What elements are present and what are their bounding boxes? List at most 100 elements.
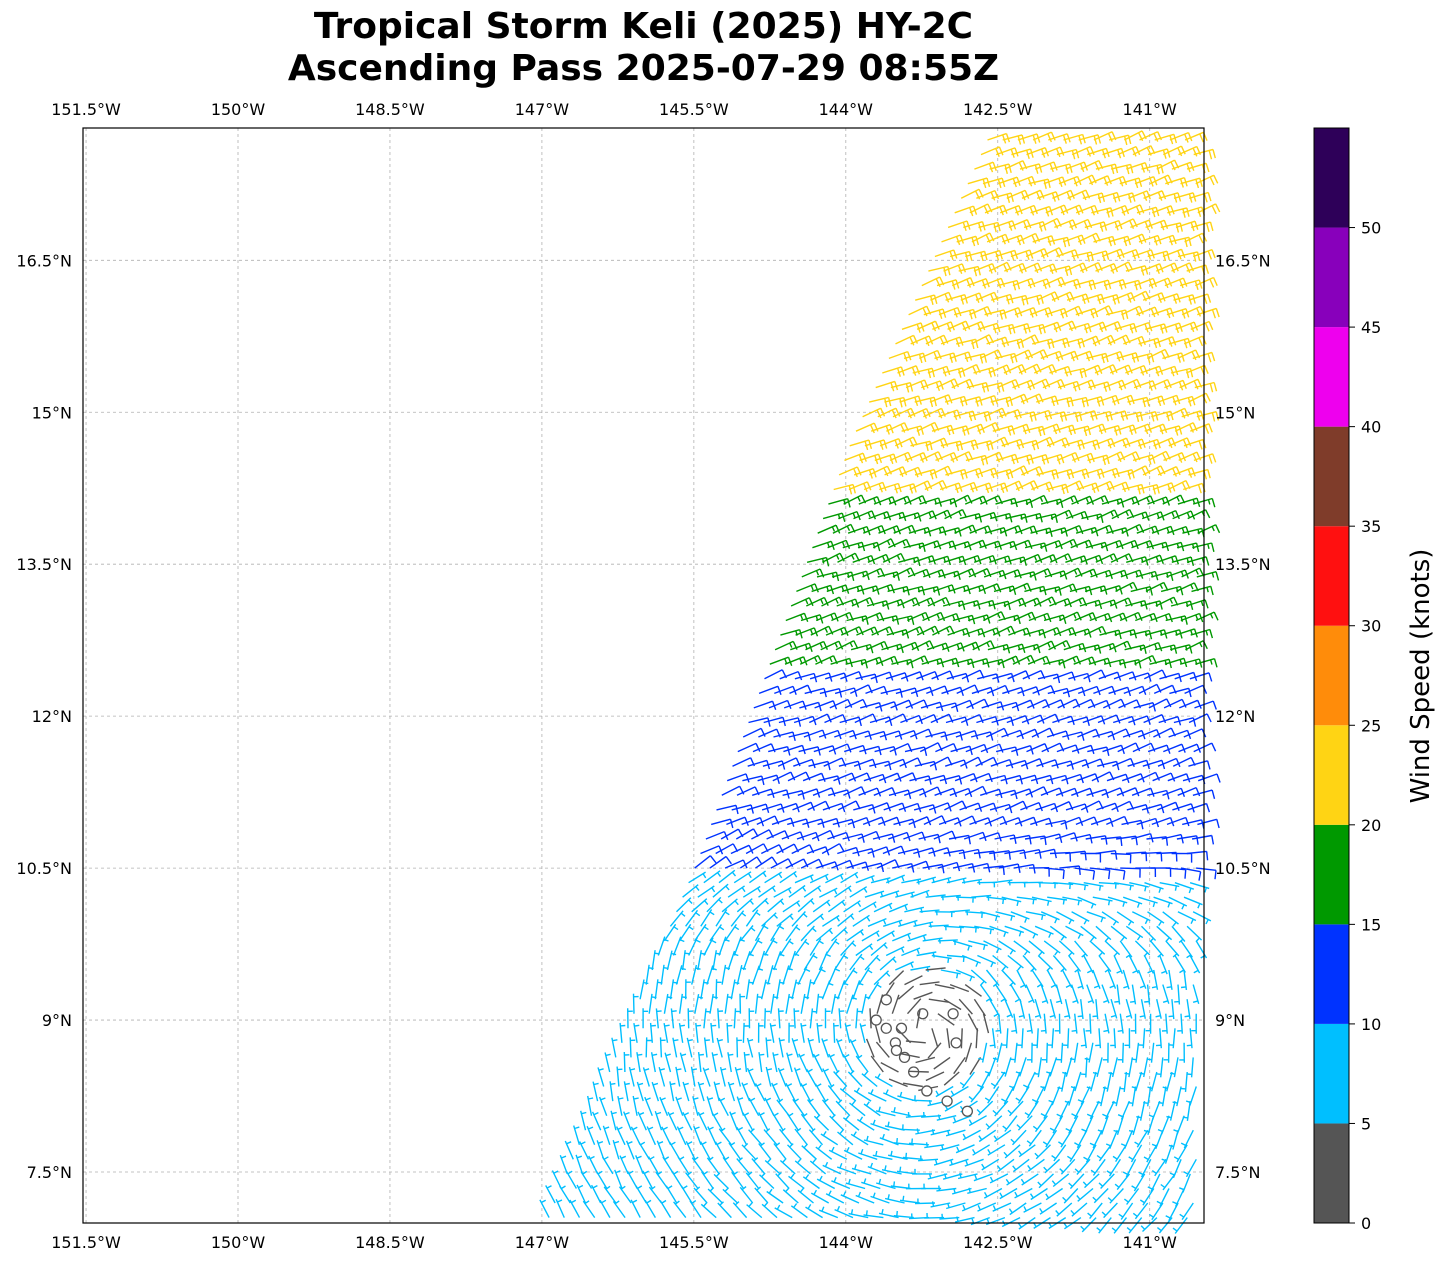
wind-barb [822, 1068, 833, 1087]
wind-barb [778, 717, 802, 727]
wind-barb [865, 685, 889, 696]
wind-barb [1094, 364, 1118, 375]
wind-barb [1152, 772, 1176, 782]
wind-barb [718, 1127, 732, 1146]
wind-barb [997, 655, 1021, 665]
wind-barb [1008, 627, 1031, 637]
wind-barb [983, 1187, 1003, 1199]
wind-barb [709, 924, 725, 942]
wind-barb [1141, 803, 1165, 814]
wind-barb [816, 1022, 823, 1043]
wind-barb [1043, 658, 1066, 669]
wind-barb [1175, 321, 1199, 333]
wind-barb [869, 396, 892, 408]
wind-barb [706, 965, 717, 985]
wind-barb [815, 612, 839, 622]
wind-barb [764, 1097, 775, 1117]
calm-marker [947, 1008, 959, 1020]
wind-barb [1171, 925, 1186, 944]
wind-barb [669, 1081, 676, 1102]
wind-barb [1072, 698, 1096, 709]
wind-barb [1047, 236, 1071, 248]
wind-barb [769, 1023, 776, 1043]
wind-barb [845, 1178, 866, 1190]
wind-barb [1051, 760, 1074, 770]
wind-barb [1059, 1158, 1076, 1175]
wind-barb [1079, 364, 1103, 376]
wind-barb [588, 1155, 599, 1175]
wind-barb [791, 1038, 799, 1058]
wind-barb [1119, 611, 1143, 622]
wind-barb [1114, 984, 1121, 1005]
wind-barb [1112, 469, 1135, 480]
wind-barb [656, 1140, 666, 1160]
wind-barb [1184, 684, 1208, 695]
wind-barb [833, 483, 856, 495]
wind-barb [748, 937, 763, 956]
wind-barb [931, 1028, 939, 1048]
wind-barb [1065, 510, 1089, 521]
wind-barb [1038, 626, 1062, 637]
wind-barb [1098, 955, 1112, 973]
wind-barb [876, 1178, 896, 1190]
wind-barb [989, 925, 1009, 937]
wind-barb [1168, 896, 1188, 910]
chart-title: Tropical Storm Keli (2025) HY-2C [313, 6, 974, 47]
wind-barb [1071, 787, 1094, 797]
wind-barb [968, 940, 988, 950]
wind-barb [1177, 786, 1201, 797]
wind-barb [703, 937, 717, 956]
wind-barb [867, 553, 891, 564]
wind-barb [908, 1138, 929, 1146]
wind-barb [1117, 145, 1141, 157]
wind-barb [1147, 1071, 1158, 1092]
wind-barb [1040, 498, 1064, 508]
wind-barb [1173, 467, 1196, 478]
wind-barb [632, 993, 639, 1014]
chart-subtitle: Ascending Pass 2025-07-29 08:55Z [287, 48, 1000, 89]
wind-barb [1151, 969, 1159, 990]
wind-barb [978, 1042, 988, 1063]
wind-barb [786, 1143, 802, 1160]
wind-barb [968, 1086, 985, 1103]
wind-barb [578, 1141, 590, 1160]
wind-barb [709, 993, 718, 1014]
wind-barb [961, 1202, 981, 1212]
wind-barb [910, 335, 934, 347]
wind-barb [918, 833, 941, 844]
wind-barb [1005, 465, 1029, 477]
wind-barb [1189, 672, 1213, 682]
wind-barb [895, 961, 914, 971]
wind-barb [1190, 628, 1214, 639]
wind-barb [1192, 248, 1216, 260]
wind-barb [1046, 437, 1070, 449]
wind-barb [1178, 743, 1202, 753]
wind-barb [949, 1158, 969, 1167]
wind-barb [938, 409, 962, 421]
wind-barb [664, 1052, 672, 1073]
wind-barb [887, 1150, 908, 1160]
wind-barb [1174, 422, 1198, 433]
colorbar-bin-4 [1314, 725, 1349, 825]
wind-barb [929, 509, 953, 520]
wind-barb [697, 1111, 708, 1131]
wind-barb [1028, 940, 1045, 957]
wind-barb [1179, 1202, 1194, 1220]
wind-barb [901, 947, 921, 957]
wind-barb [883, 511, 907, 522]
wind-barb [1124, 1057, 1134, 1078]
wind-barb [623, 1081, 630, 1102]
wind-barb [1004, 998, 1014, 1018]
wind-barb [884, 396, 907, 408]
wind-barb [1147, 911, 1165, 926]
wind-barb [1149, 378, 1172, 390]
wind-barb [832, 818, 856, 829]
wind-barb [773, 731, 796, 741]
wind-barb [1054, 583, 1078, 593]
wind-barb [936, 1185, 957, 1192]
wind-barb [1014, 1187, 1033, 1199]
wind-barb [1110, 163, 1134, 175]
wind-barb [1087, 699, 1111, 710]
wind-barb [934, 911, 955, 918]
wind-barb [1177, 911, 1197, 924]
